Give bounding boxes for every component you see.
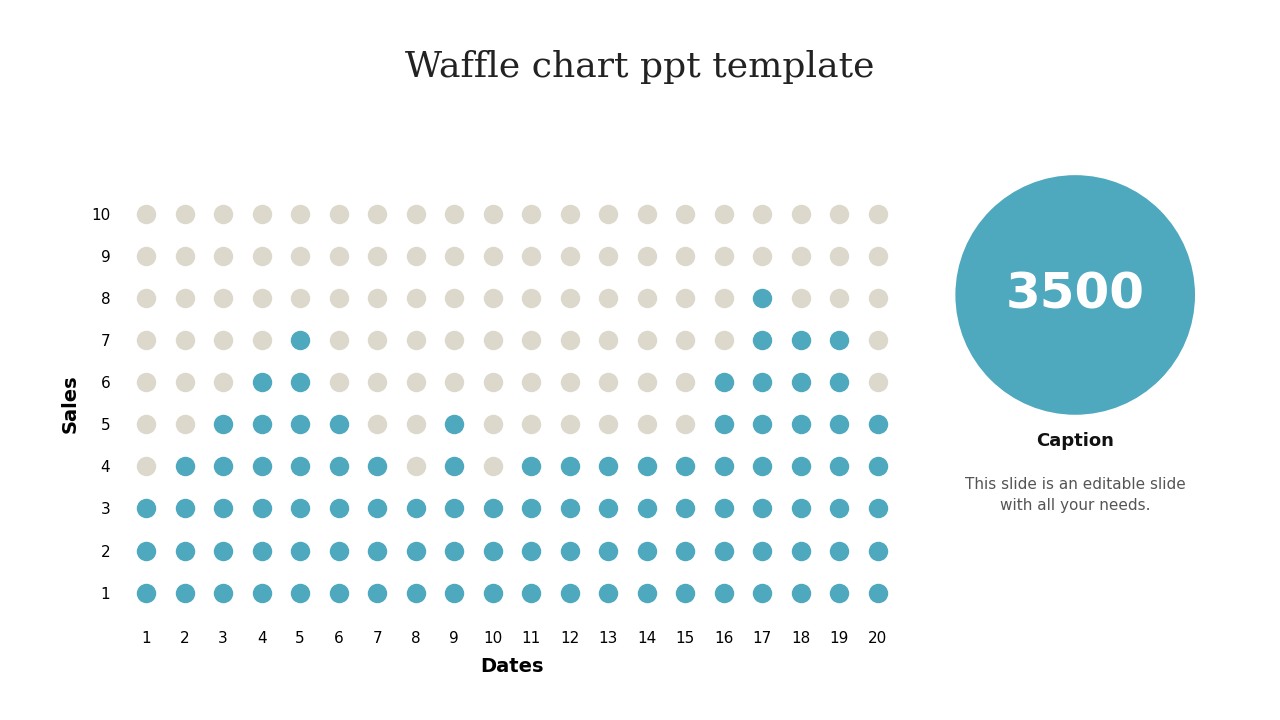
Text: Caption: Caption <box>1037 432 1114 450</box>
Text: 3500: 3500 <box>1006 271 1144 319</box>
Circle shape <box>955 175 1196 415</box>
X-axis label: Dates: Dates <box>480 657 544 676</box>
Text: This slide is an editable slide
with all your needs.: This slide is an editable slide with all… <box>965 477 1185 513</box>
Text: Waffle chart ppt template: Waffle chart ppt template <box>406 50 874 84</box>
Y-axis label: Sales: Sales <box>61 374 79 433</box>
